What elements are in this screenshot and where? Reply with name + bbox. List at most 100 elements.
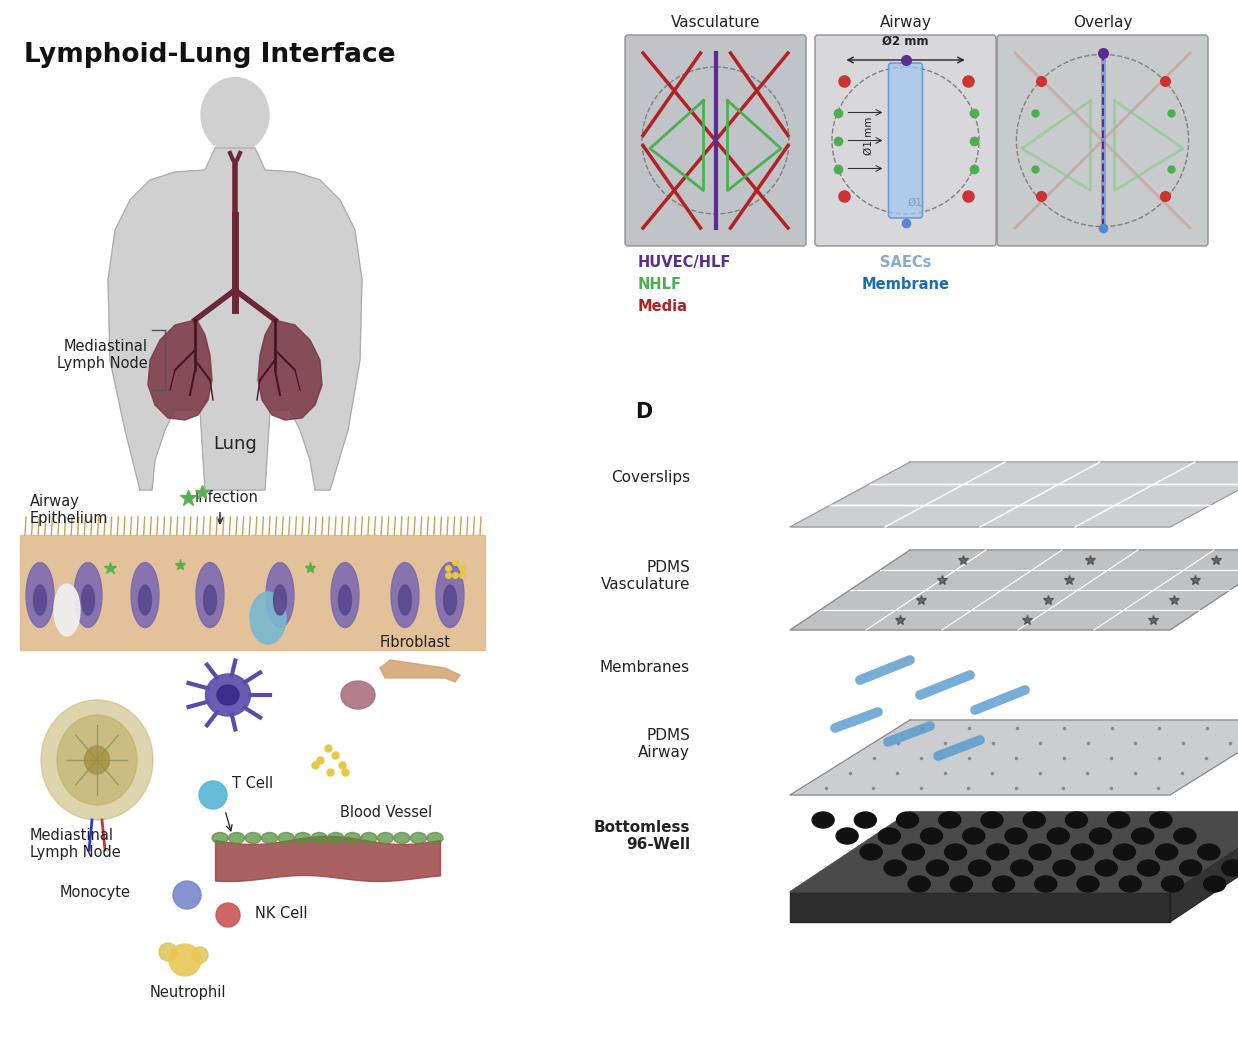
Ellipse shape <box>217 685 239 705</box>
Ellipse shape <box>82 585 94 615</box>
FancyBboxPatch shape <box>997 35 1208 246</box>
Ellipse shape <box>215 903 240 927</box>
Ellipse shape <box>139 585 151 615</box>
Ellipse shape <box>131 563 158 628</box>
Ellipse shape <box>980 812 1003 828</box>
Ellipse shape <box>1155 844 1177 860</box>
Text: Vasculature: Vasculature <box>671 15 760 30</box>
Ellipse shape <box>41 700 154 820</box>
Ellipse shape <box>1180 860 1202 876</box>
Ellipse shape <box>1150 812 1172 828</box>
Ellipse shape <box>968 860 990 876</box>
Text: Airway
Epithelium: Airway Epithelium <box>30 494 109 527</box>
Ellipse shape <box>170 944 201 976</box>
Text: HUVEC/HLF: HUVEC/HLF <box>638 255 732 270</box>
Ellipse shape <box>245 832 261 844</box>
Ellipse shape <box>1222 860 1238 876</box>
Text: Media: Media <box>638 299 688 314</box>
FancyBboxPatch shape <box>889 63 922 218</box>
Ellipse shape <box>1024 812 1045 828</box>
Ellipse shape <box>201 78 269 152</box>
Ellipse shape <box>399 585 411 615</box>
Text: Fibroblast: Fibroblast <box>380 635 451 650</box>
Ellipse shape <box>1198 844 1219 860</box>
Text: Lymphoid-Lung Interface: Lymphoid-Lung Interface <box>25 41 396 68</box>
Ellipse shape <box>196 563 224 628</box>
Text: PDMS
Vasculature: PDMS Vasculature <box>600 560 690 593</box>
Ellipse shape <box>427 832 443 844</box>
Ellipse shape <box>54 584 80 636</box>
Ellipse shape <box>1138 860 1160 876</box>
Ellipse shape <box>987 844 1009 860</box>
Ellipse shape <box>1089 828 1112 844</box>
Ellipse shape <box>1174 828 1196 844</box>
FancyBboxPatch shape <box>625 35 806 246</box>
Text: Ø2 mm: Ø2 mm <box>883 35 928 48</box>
Text: Membranes: Membranes <box>600 660 690 675</box>
Ellipse shape <box>173 881 201 909</box>
Ellipse shape <box>1203 876 1226 892</box>
Ellipse shape <box>951 876 972 892</box>
Text: SAECs: SAECs <box>880 255 931 270</box>
Ellipse shape <box>344 832 360 844</box>
Ellipse shape <box>84 746 109 774</box>
Ellipse shape <box>378 832 394 844</box>
Text: PDMS
Airway: PDMS Airway <box>638 728 690 761</box>
Text: Ø1 mm: Ø1 mm <box>863 116 874 154</box>
Polygon shape <box>790 812 1238 892</box>
Ellipse shape <box>295 832 311 844</box>
Polygon shape <box>108 148 361 491</box>
Ellipse shape <box>909 876 930 892</box>
Text: NK Cell: NK Cell <box>255 905 307 920</box>
Ellipse shape <box>884 860 906 876</box>
Polygon shape <box>790 462 1238 527</box>
Text: Lung: Lung <box>213 435 256 453</box>
Ellipse shape <box>963 828 984 844</box>
Text: Neutrophil: Neutrophil <box>150 985 227 1000</box>
Text: Coverslips: Coverslips <box>610 470 690 485</box>
Ellipse shape <box>1005 828 1028 844</box>
Ellipse shape <box>1113 844 1135 860</box>
Ellipse shape <box>274 585 286 615</box>
Text: Monocyte: Monocyte <box>59 885 131 900</box>
Ellipse shape <box>1108 812 1129 828</box>
Polygon shape <box>212 148 258 170</box>
Text: D: D <box>635 402 652 422</box>
Ellipse shape <box>1010 860 1032 876</box>
Ellipse shape <box>340 681 375 709</box>
Ellipse shape <box>926 860 948 876</box>
Ellipse shape <box>1132 828 1154 844</box>
Ellipse shape <box>1096 860 1117 876</box>
Ellipse shape <box>921 828 942 844</box>
Ellipse shape <box>266 563 293 628</box>
Text: Overlay: Overlay <box>1073 15 1133 30</box>
Ellipse shape <box>878 828 900 844</box>
Ellipse shape <box>250 592 286 644</box>
Ellipse shape <box>1054 860 1075 876</box>
Polygon shape <box>258 320 322 420</box>
Ellipse shape <box>74 563 102 628</box>
Ellipse shape <box>1119 876 1141 892</box>
Polygon shape <box>790 720 1238 795</box>
Ellipse shape <box>1071 844 1093 860</box>
Bar <box>20 535 485 650</box>
Ellipse shape <box>203 585 217 615</box>
Text: Mediastinal
Lymph Node: Mediastinal Lymph Node <box>30 828 121 861</box>
Ellipse shape <box>938 812 961 828</box>
Ellipse shape <box>331 563 359 628</box>
Polygon shape <box>380 660 461 682</box>
Ellipse shape <box>836 828 858 844</box>
Ellipse shape <box>945 844 967 860</box>
Ellipse shape <box>192 947 208 963</box>
Ellipse shape <box>391 563 418 628</box>
Ellipse shape <box>33 585 47 615</box>
Ellipse shape <box>411 832 426 844</box>
Ellipse shape <box>261 832 277 844</box>
Text: Mediastinal
Lymph Node: Mediastinal Lymph Node <box>57 338 149 371</box>
Ellipse shape <box>338 585 352 615</box>
Ellipse shape <box>279 832 295 844</box>
Polygon shape <box>790 892 1170 922</box>
Ellipse shape <box>199 781 227 809</box>
Text: Infection: Infection <box>196 491 259 505</box>
Ellipse shape <box>1066 812 1087 828</box>
